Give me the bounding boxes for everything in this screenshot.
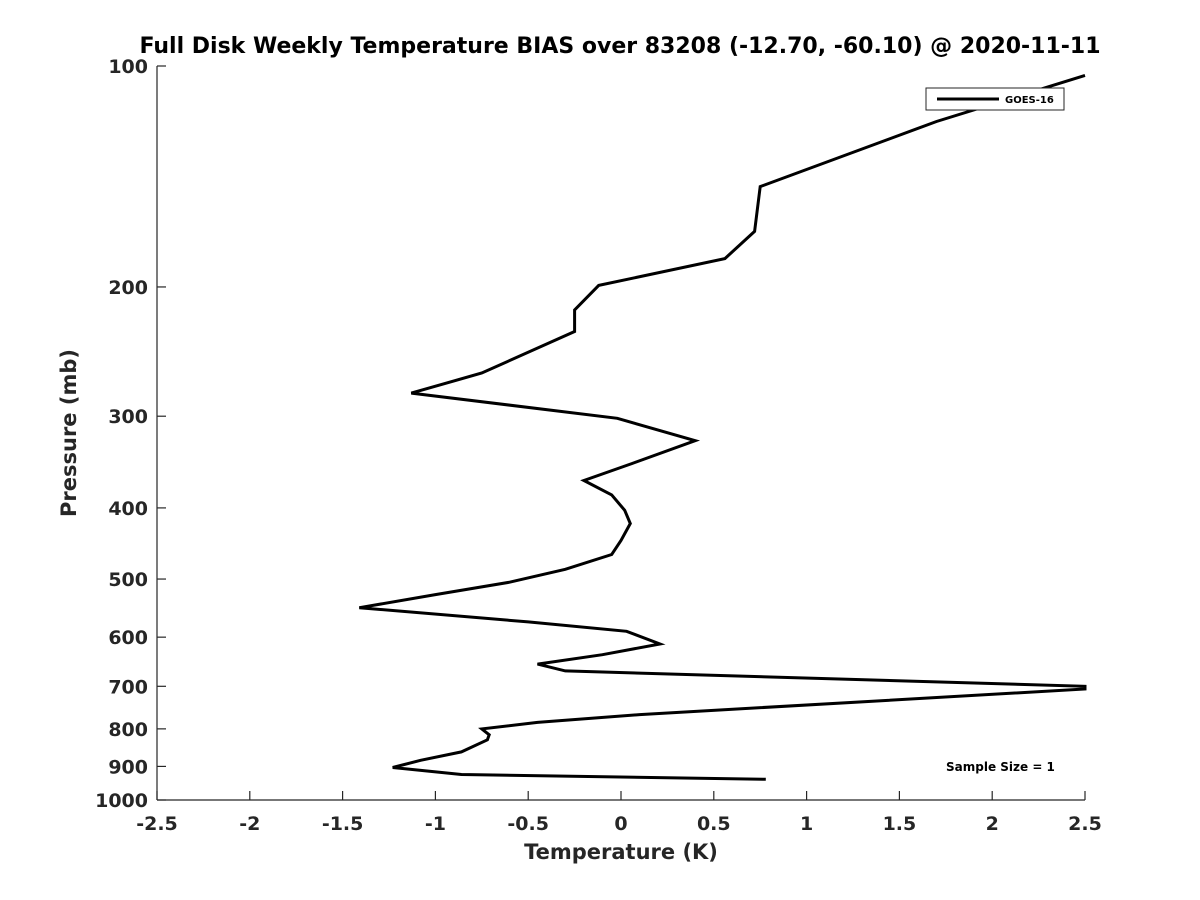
x-tick-label: 1.5: [883, 813, 917, 835]
y-tick-label: 600: [108, 627, 148, 649]
legend: GOES-16: [925, 87, 1065, 111]
x-tick-label: -1: [425, 813, 446, 835]
y-axis-label: Pressure (mb): [57, 349, 81, 517]
legend-entry-goes-16: GOES-16: [1005, 95, 1054, 106]
y-tick-label: 800: [108, 719, 148, 741]
y-tick-label: 200: [108, 277, 148, 299]
chart-title: Full Disk Weekly Temperature BIAS over 8…: [139, 34, 1100, 59]
x-tick-label: 0.5: [697, 813, 731, 835]
x-tick-label: 2: [986, 813, 999, 835]
y-tick-label: 300: [108, 406, 148, 428]
sample-size-annotation: Sample Size = 1: [946, 760, 1055, 774]
y-tick-label: 400: [108, 498, 148, 520]
x-axis-label: Temperature (K): [524, 840, 718, 864]
y-tick-label: 100: [108, 56, 148, 78]
y-tick-label: 900: [108, 756, 148, 778]
x-tick-label: 1: [800, 813, 813, 835]
x-tick-label: -2: [239, 813, 260, 835]
y-tick-label: 1000: [95, 790, 148, 812]
x-tick-label: -0.5: [507, 813, 549, 835]
x-tick-label: 0: [614, 813, 627, 835]
series-layer: [359, 73, 1087, 781]
series-line-goes-16: [359, 73, 1087, 781]
x-tick-label: -1.5: [322, 813, 364, 835]
x-tick-label: -2.5: [136, 813, 178, 835]
y-tick-label: 500: [108, 569, 148, 591]
y-ticks: 100 200 300 400 500 600 700 800 900 1000: [95, 56, 166, 812]
y-tick-label: 700: [108, 676, 148, 698]
axes: [156, 66, 1085, 801]
x-tick-label: 2.5: [1068, 813, 1102, 835]
x-ticks: -2.5 -2 -1.5 -1 -0.5 0 0.5 1 1.5 2 2.5: [136, 791, 1102, 835]
